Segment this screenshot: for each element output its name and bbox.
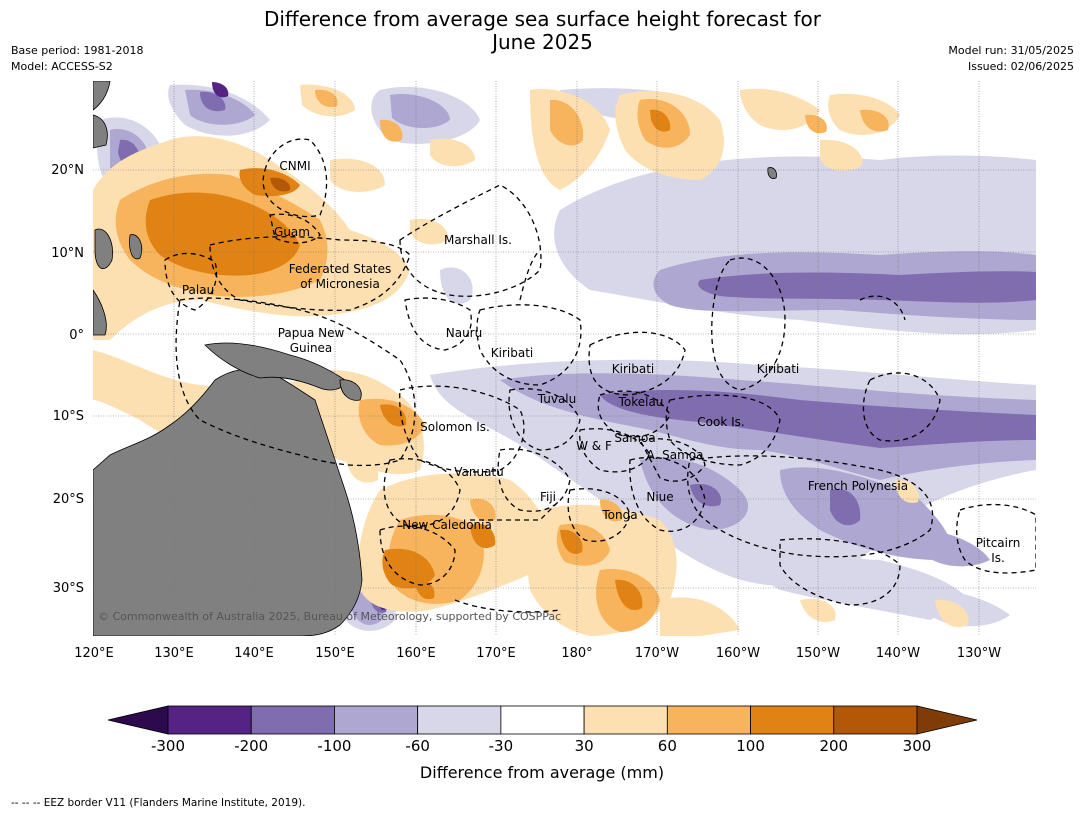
model-name: Model: ACCESS-S2 xyxy=(11,60,113,73)
colorbar-segment xyxy=(833,705,918,735)
colorbar-segment xyxy=(250,705,335,735)
lon-label: 160°W xyxy=(716,646,760,661)
label-tokelau: Tokelau xyxy=(618,395,664,409)
colorbar-segment xyxy=(750,705,835,735)
issued-date: Issued: 02/06/2025 xyxy=(967,60,1074,73)
lon-label: 180° xyxy=(561,646,592,661)
label-cook-is: Cook Is. xyxy=(697,415,744,429)
colorbar-segment xyxy=(583,705,668,735)
copyright-notice: © Commonwealth of Australia 2025, Bureau… xyxy=(98,610,561,623)
lon-label: 160°E xyxy=(396,646,436,661)
lon-label: 130°W xyxy=(957,646,1001,661)
colorbar-tick-label: -60 xyxy=(405,737,430,755)
colorbar-tick-label: -100 xyxy=(317,737,351,755)
lon-label: 130°E xyxy=(154,646,194,661)
label-kiribati-east: Kiribati xyxy=(757,362,799,376)
map-title-line2: June 2025 xyxy=(492,30,593,54)
lon-label: 140°W xyxy=(876,646,920,661)
label-fsm-line2: of Micronesia xyxy=(300,277,380,291)
label-pitcairn-line1: Pitcairn xyxy=(976,536,1021,550)
colorbar-extension-high xyxy=(916,705,978,735)
colorbar-segment xyxy=(334,705,419,735)
label-american-samoa: A. Samoa xyxy=(647,448,704,462)
colorbar-segment xyxy=(167,705,252,735)
meta-left: Base period: 1981-2018 Model: ACCESS-S2 xyxy=(11,43,143,75)
label-fiji: Fiji xyxy=(540,490,556,504)
label-kiribati-central: Kiribati xyxy=(612,362,654,376)
colorbar: -300 -200 -100 -60 -30 30 60 100 200 300 xyxy=(107,705,978,755)
place-labels: CNMI Guam Marshall Is. Federated States … xyxy=(182,159,1020,565)
anomaly-band-pos-200-300 xyxy=(270,177,291,192)
label-wallis-futuna: W & F xyxy=(576,439,612,453)
colorbar-segment xyxy=(666,705,751,735)
label-png-line2: Guinea xyxy=(290,341,333,355)
colorbar-extension-low xyxy=(107,705,169,735)
label-french-polynesia: French Polynesia xyxy=(808,479,908,493)
graticule xyxy=(93,81,1036,636)
lon-label: 140°E xyxy=(234,646,274,661)
colorbar-tick-label: 300 xyxy=(903,737,932,755)
label-tuvalu: Tuvalu xyxy=(537,392,577,406)
label-samoa: Samoa xyxy=(614,431,655,445)
meta-right: Model run: 31/05/2025 Issued: 02/06/2025 xyxy=(948,43,1074,75)
label-palau: Palau xyxy=(182,283,214,297)
label-kiribati-west: Kiribati xyxy=(491,346,533,360)
map-title-line1: Difference from average sea surface heig… xyxy=(263,7,822,31)
label-vanuatu: Vanuatu xyxy=(454,465,504,479)
eez-footnote: -- -- -- EEZ border V11 (Flanders Marine… xyxy=(11,797,306,809)
latitude-labels: 20°N 10°N 0° 10°S 20°S 30°S xyxy=(51,163,84,596)
label-fsm-line1: Federated States xyxy=(289,262,391,276)
eez-borders xyxy=(164,138,1036,613)
label-niue: Niue xyxy=(646,490,673,504)
colorbar-segment xyxy=(500,705,585,735)
lon-label: 150°W xyxy=(796,646,840,661)
landmass xyxy=(93,81,777,636)
lat-label: 20°N xyxy=(51,163,84,178)
anomaly-band-pos-100-200 xyxy=(145,109,671,611)
colorbar-tick-label: -30 xyxy=(489,737,514,755)
colorbar-tick-label: -300 xyxy=(151,737,185,755)
label-tonga: Tonga xyxy=(601,508,637,522)
colorbar-tick-label: 200 xyxy=(819,737,848,755)
colorbar-segment xyxy=(417,705,502,735)
colorbar-tick-label: 30 xyxy=(575,737,594,755)
base-period: Base period: 1981-2018 xyxy=(11,44,144,57)
lat-label: 10°N xyxy=(51,246,84,261)
lat-label: 20°S xyxy=(53,492,84,507)
label-guam: Guam xyxy=(274,225,310,239)
colorbar-tick-label: -200 xyxy=(234,737,268,755)
lon-label: 170°W xyxy=(635,646,679,661)
lat-label: 0° xyxy=(69,328,84,343)
label-pitcairn-line2: Is. xyxy=(991,551,1005,565)
lat-label: 30°S xyxy=(53,581,84,596)
label-nauru: Nauru xyxy=(446,326,482,340)
model-run: Model run: 31/05/2025 xyxy=(948,44,1074,57)
lon-label: 170°E xyxy=(476,646,516,661)
colorbar-tick-label: 60 xyxy=(658,737,677,755)
label-marshall-is: Marshall Is. xyxy=(444,233,512,247)
label-solomon-is: Solomon Is. xyxy=(420,420,490,434)
label-cnmi: CNMI xyxy=(279,159,310,173)
longitude-labels: 120°E 130°E 140°E 150°E 160°E 170°E 180°… xyxy=(74,646,1001,661)
lon-label: 150°E xyxy=(315,646,355,661)
label-png-line1: Papua New xyxy=(278,326,345,340)
lat-label: 10°S xyxy=(53,409,84,424)
colorbar-tick-label: 100 xyxy=(736,737,765,755)
label-new-caledonia: New Caledonia xyxy=(402,518,492,532)
lon-label: 120°E xyxy=(74,646,114,661)
map-panel: © Commonwealth of Australia 2025, Bureau… xyxy=(93,81,1036,636)
colorbar-label: Difference from average (mm) xyxy=(420,763,664,782)
